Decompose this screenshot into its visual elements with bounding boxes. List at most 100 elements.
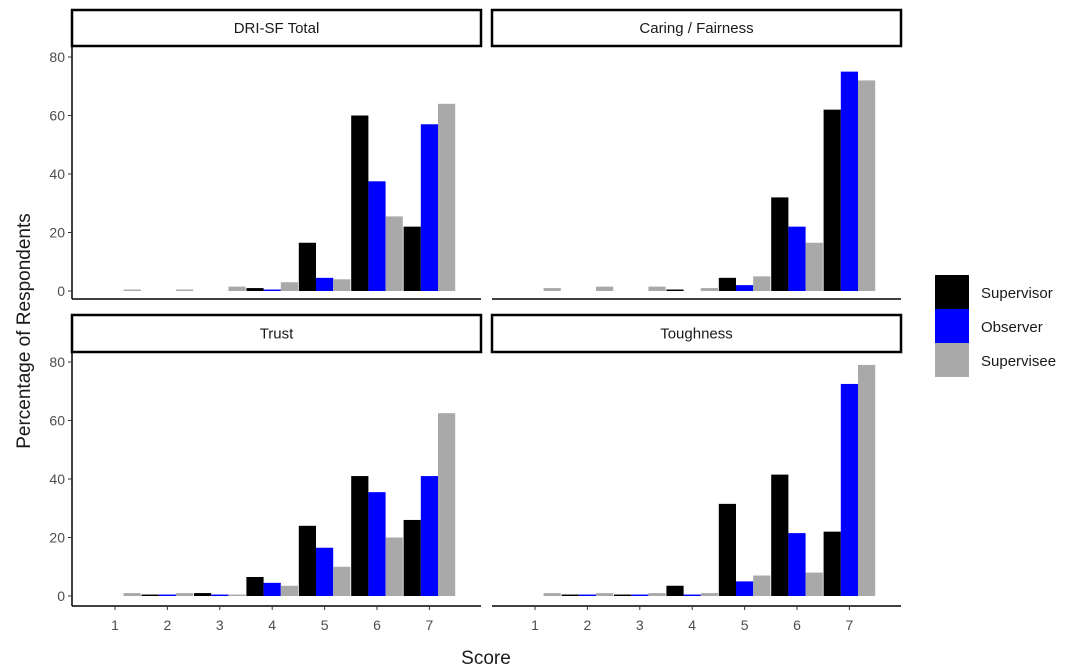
panel-3: Trust 0 20 40 60 80 1 2 3 4 5 6 7 [49, 313, 483, 633]
bar-observer-7 [420, 124, 438, 292]
bar-supervisor-3 [194, 593, 212, 596]
y-tick-label: 20 [49, 530, 65, 546]
bar-supervisor-4 [246, 288, 264, 291]
bar-supervisee-2 [596, 286, 614, 291]
bar-supervisor-7 [403, 519, 421, 596]
bar-supervisee-2 [176, 593, 194, 596]
legend: Supervisor Observer Supervisee [935, 275, 1056, 377]
panel-1: DRI-SF Total 0 20 40 60 80 [49, 8, 483, 300]
bar-supervisee-3 [648, 286, 666, 291]
bar-supervisee-2 [176, 289, 194, 291]
y-tick-label: 40 [49, 166, 65, 182]
bar-supervisee-7 [438, 103, 456, 291]
bar-observer-3 [211, 594, 229, 596]
legend-label-supervisor: Supervisor [981, 285, 1053, 302]
x-tick-label: 4 [688, 617, 696, 633]
bar-supervisee-4 [700, 288, 718, 291]
bar-supervisee-6 [385, 216, 403, 291]
bar-observer-6 [788, 533, 806, 596]
bar-supervisee-3 [648, 593, 666, 596]
panel-strip [490, 313, 903, 354]
bar-supervisee-7 [438, 413, 456, 596]
x-tick-label: 3 [636, 617, 644, 633]
panel-title: Toughness [660, 326, 733, 343]
bar-observer-7 [420, 476, 438, 596]
x-tick-label: 4 [268, 617, 276, 633]
legend-label-observer: Observer [981, 319, 1043, 336]
bar-observer-5 [316, 277, 334, 291]
bar-observer-5 [736, 581, 754, 596]
bar-observer-7 [840, 383, 858, 596]
panel-strip [70, 8, 483, 48]
bar-supervisor-5 [718, 503, 736, 596]
x-tick-label: 1 [531, 617, 539, 633]
bar-supervisor-5 [298, 242, 316, 291]
y-tick-label: 80 [49, 49, 65, 65]
bar-supervisor-7 [403, 226, 421, 291]
panel-title: Caring / Fairness [639, 20, 753, 37]
x-tick-label: 2 [164, 617, 172, 633]
bar-supervisor-5 [718, 277, 736, 291]
bar-supervisor-6 [771, 197, 789, 291]
bar-supervisee-5 [333, 566, 351, 596]
panel-strip [490, 8, 903, 48]
legend-key-supervisor [935, 275, 969, 309]
bar-supervisor-7 [823, 109, 841, 292]
bar-observer-5 [316, 547, 334, 596]
bar-supervisee-6 [385, 537, 403, 596]
bar-supervisor-4 [666, 585, 684, 596]
y-tick-label: 60 [49, 413, 65, 429]
bar-supervisee-1 [123, 289, 141, 291]
y-tick-label: 80 [49, 354, 65, 370]
x-tick-label: 6 [373, 617, 381, 633]
bar-observer-5 [736, 285, 754, 291]
bar-supervisee-6 [805, 572, 823, 596]
bar-observer-3 [631, 594, 649, 596]
bar-observer-7 [840, 71, 858, 291]
y-tick-label: 60 [49, 108, 65, 124]
bar-supervisee-1 [543, 593, 561, 596]
y-axis-title: Percentage of Respondents [14, 213, 35, 449]
bar-supervisor-6 [771, 474, 789, 596]
bar-observer-6 [368, 181, 386, 291]
bar-supervisee-1 [123, 593, 141, 596]
bar-supervisor-5 [298, 525, 316, 596]
x-tick-label: 3 [216, 617, 224, 633]
bar-supervisor-3 [614, 594, 632, 596]
bar-observer-4 [683, 594, 701, 596]
panel-title: Trust [260, 326, 294, 343]
bar-supervisor-2 [141, 594, 159, 596]
bar-observer-4 [263, 582, 281, 596]
bar-observer-2 [578, 594, 596, 596]
bar-supervisor-4 [246, 576, 264, 596]
y-tick-label: 40 [49, 471, 65, 487]
bar-supervisee-7 [858, 80, 876, 292]
bar-supervisee-3 [228, 286, 246, 291]
x-tick-label: 7 [846, 617, 854, 633]
legend-key-supervisee [935, 343, 969, 377]
bar-supervisee-5 [333, 279, 351, 291]
x-tick-label: 6 [793, 617, 801, 633]
bar-supervisor-6 [351, 115, 369, 291]
bar-supervisor-4 [666, 289, 684, 291]
bar-supervisee-5 [753, 575, 771, 596]
bar-supervisee-7 [858, 364, 876, 596]
bar-observer-2 [158, 594, 176, 596]
panel-4: Toughness 1 2 3 4 5 6 7 [490, 313, 903, 633]
bar-supervisor-6 [351, 476, 369, 596]
bar-supervisee-4 [280, 585, 298, 596]
bar-supervisor-2 [561, 594, 579, 596]
bar-supervisee-4 [280, 282, 298, 291]
x-tick-label: 2 [584, 617, 592, 633]
bar-supervisor-7 [823, 531, 841, 596]
x-tick-label: 7 [426, 617, 434, 633]
bar-observer-6 [368, 492, 386, 596]
legend-label-supervisee: Supervisee [981, 353, 1056, 370]
bar-supervisee-5 [753, 276, 771, 291]
panel-strip [70, 313, 483, 354]
y-tick-label: 0 [57, 588, 65, 604]
bar-observer-6 [788, 226, 806, 291]
x-tick-label: 5 [321, 617, 329, 633]
